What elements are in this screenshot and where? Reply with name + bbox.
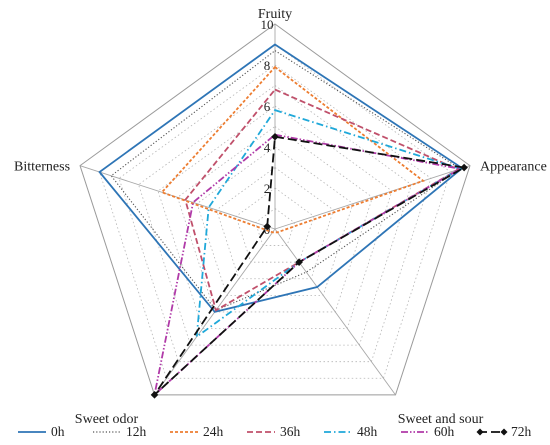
tick-label-8: 8 bbox=[264, 58, 271, 73]
series-line-24h bbox=[160, 65, 426, 234]
series-line-12h bbox=[110, 49, 462, 311]
series-line-36h bbox=[184, 88, 461, 312]
series-line-48h bbox=[195, 109, 463, 339]
axis-label-bitterness: Bitterness bbox=[14, 160, 70, 175]
axis-label-appearance: Appearance bbox=[480, 160, 547, 175]
tick-label-2: 2 bbox=[264, 181, 271, 196]
legend-label-36h: 36h bbox=[280, 424, 301, 439]
grid-ring-4 bbox=[196, 146, 354, 296]
grid-ring-5 bbox=[177, 126, 373, 313]
series-marker-72h-3 bbox=[150, 391, 159, 399]
grid-ring-6 bbox=[157, 105, 393, 329]
series-marker-72h-1 bbox=[460, 163, 468, 172]
legend-label-12h: 12h bbox=[126, 424, 147, 439]
series-line-72h bbox=[153, 135, 467, 396]
series-marker-72h-0 bbox=[271, 132, 279, 141]
axis-label-sweet-and-sour: Sweet and sour bbox=[398, 412, 484, 427]
axis-label-fruity: Fruity bbox=[258, 7, 292, 22]
grid-ring-2 bbox=[235, 187, 315, 263]
legend-label-48h: 48h bbox=[357, 424, 378, 439]
axis-label-sweet-odor: Sweet odor bbox=[75, 412, 139, 427]
series-marker-72h-2 bbox=[295, 258, 303, 266]
legend-marker-72h-1 bbox=[500, 428, 508, 436]
tick-label-10: 10 bbox=[261, 17, 274, 32]
spoke-1 bbox=[274, 165, 471, 230]
legend-label-60h: 60h bbox=[434, 424, 455, 439]
legend-label-0h: 0h bbox=[51, 424, 65, 439]
grid-ring-9 bbox=[99, 44, 451, 379]
radar-series bbox=[98, 43, 468, 399]
series-line-60h bbox=[153, 133, 463, 398]
legend-label-72h: 72h bbox=[511, 424, 532, 439]
tick-label-4: 4 bbox=[264, 140, 271, 155]
series-line-0h bbox=[98, 43, 464, 313]
series-marker-72h-4 bbox=[263, 222, 272, 231]
legend-marker-72h-0 bbox=[476, 428, 484, 436]
axis-labels: Fruity Appearance Sweet and sour Sweet odor… bbox=[14, 7, 547, 427]
legend-label-24h: 24h bbox=[203, 424, 224, 439]
grid-ring-1 bbox=[255, 208, 295, 246]
grid-ring-10 bbox=[79, 23, 471, 396]
tick-label-6: 6 bbox=[264, 99, 271, 114]
legend: 0h 12h 24h 36h 48h 60h 72h bbox=[18, 424, 532, 439]
spoke-2 bbox=[274, 228, 396, 396]
grid-ring-7 bbox=[138, 85, 412, 346]
